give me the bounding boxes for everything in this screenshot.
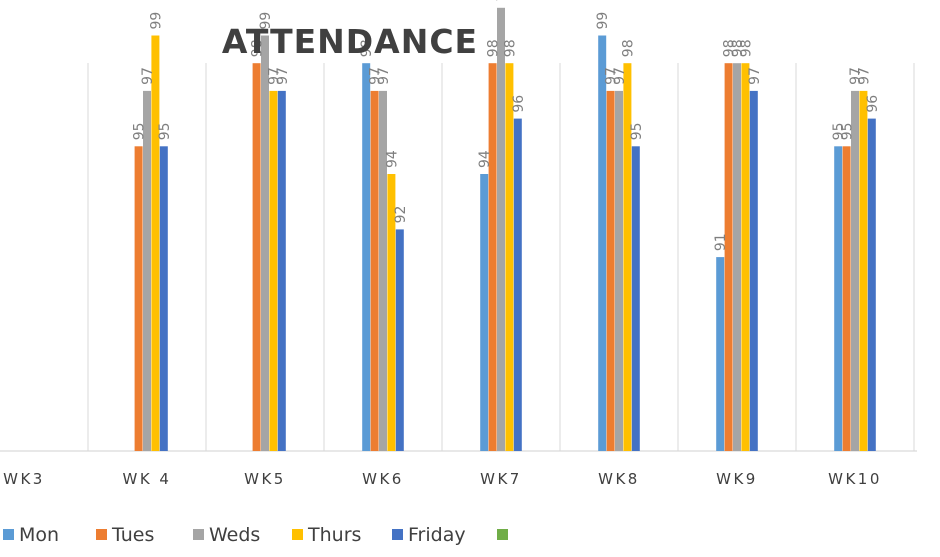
data-label-wk6-weds: 97 (376, 67, 392, 85)
bar-wk9-friday (749, 90, 758, 452)
category-label-wk10: WK10 (828, 470, 882, 488)
bar-wk10-weds (851, 90, 859, 452)
data-label-wk-4-weds: 97 (140, 67, 156, 85)
legend-swatch-tues (96, 529, 107, 540)
bar-wk8-tues (606, 90, 615, 452)
category-label-wk-4: WK 4 (123, 470, 172, 488)
data-label-wk7-thurs: 98 (502, 39, 518, 57)
bar-wk10-friday (867, 118, 876, 451)
data-label-wk9-friday: 97 (747, 67, 763, 85)
bar-wk7-friday (513, 118, 522, 451)
data-label-wk-4-thurs: 99 (148, 12, 164, 30)
category-label-wk8: WK8 (598, 470, 640, 488)
bar-wk5-friday (277, 90, 286, 452)
bar-wk10-mon (834, 146, 843, 452)
bar-wk7-tues (488, 63, 497, 451)
category-label-wk5: WK5 (244, 470, 286, 488)
data-label-wk9-thurs: 98 (738, 39, 754, 57)
legend-swatch-weds (193, 529, 204, 540)
data-label-wk7-tues: 98 (486, 39, 502, 57)
legend-label-tues: Tues (111, 524, 154, 546)
bar-wk-4-friday (159, 146, 168, 452)
data-label-wk8-weds: 97 (612, 67, 628, 85)
bar-wk7-mon (480, 174, 489, 451)
data-label-wk8-mon: 99 (595, 12, 611, 30)
data-label-wk8-tues: 97 (604, 67, 620, 85)
bar-wk6-tues (370, 90, 379, 452)
data-label-wk6-thurs: 94 (384, 150, 400, 168)
bar-wk8-mon (598, 35, 607, 451)
legend-swatch-mon (3, 529, 14, 540)
bar-wk10-tues (842, 146, 851, 452)
data-label-wk7-mon: 94 (477, 150, 493, 168)
data-label-wk9-weds: 98 (730, 39, 746, 57)
bar-wk7-weds (497, 7, 505, 452)
legend-label-thurs: Thurs (307, 524, 361, 546)
legend-label-mon: Mon (19, 524, 59, 546)
data-label-wk10-weds: 97 (848, 67, 864, 85)
data-label-wk9-tues: 98 (722, 39, 738, 57)
bar-wk8-weds (615, 90, 623, 452)
data-label-wk5-friday: 97 (275, 67, 291, 85)
data-label-wk10-tues: 95 (840, 122, 856, 140)
data-label-wk5-thurs: 97 (266, 67, 282, 85)
bar-wk5-weds (261, 35, 269, 451)
bar-wk7-thurs (505, 63, 514, 451)
bar-wk10-thurs (859, 90, 868, 452)
bar-wk6-thurs (387, 174, 396, 451)
bar-wk8-thurs (623, 63, 632, 451)
category-label-wk3: WK3 (3, 470, 45, 488)
legend-swatch-thurs (292, 529, 303, 540)
data-label-wk9-mon: 91 (713, 233, 729, 251)
data-label-wk-4-friday: 95 (157, 122, 173, 140)
legend-label-weds: Weds (209, 524, 260, 546)
legend: Mon Tues Weds Thurs Friday (3, 524, 508, 546)
category-label-wk9: WK9 (716, 470, 758, 488)
legend-swatch-friday (392, 529, 403, 540)
data-label-wk8-thurs: 98 (620, 39, 636, 57)
data-labels: 9597999598999797989797949294981009896999… (132, 0, 881, 251)
bar-wk9-mon (716, 257, 725, 451)
gridlines (87, 63, 915, 451)
legend-swatch-unnamed (497, 529, 508, 540)
bar-wk6-weds (379, 90, 387, 452)
data-label-wk5-weds: 99 (258, 12, 274, 30)
data-label-wk-4-tues: 95 (132, 122, 148, 140)
data-label-wk6-tues: 97 (368, 67, 384, 85)
category-labels: WK3 WK 4 WK5 WK6 WK7 WK8 WK9 WK10 (3, 470, 882, 488)
legend-label-friday: Friday (408, 524, 466, 546)
category-label-wk6: WK6 (362, 470, 404, 488)
bar-wk9-weds (733, 63, 741, 451)
data-label-wk10-friday: 96 (865, 95, 881, 113)
bar-wk5-tues (252, 63, 261, 451)
bar-wk-4-weds (143, 90, 151, 452)
bar-wk8-friday (631, 146, 640, 452)
bar-wk9-tues (724, 63, 733, 451)
data-label-wk10-thurs: 97 (856, 67, 872, 85)
bar-wk-4-tues (134, 146, 143, 452)
data-label-wk6-friday: 92 (393, 206, 409, 224)
data-label-wk6-mon: 98 (359, 39, 375, 57)
chart-title: ATTENDANCE (222, 22, 478, 61)
data-label-wk7-weds: 100 (494, 0, 510, 2)
bar-wk6-friday (395, 229, 404, 451)
data-label-wk8-friday: 95 (629, 122, 645, 140)
data-label-wk5-tues: 98 (250, 39, 266, 57)
bar-wk-4-thurs (151, 35, 160, 451)
data-label-wk7-friday: 96 (511, 95, 527, 113)
bars (134, 7, 876, 452)
bar-wk5-thurs (269, 90, 278, 452)
category-label-wk7: WK7 (480, 470, 522, 488)
bar-wk6-mon (362, 63, 371, 451)
data-label-wk10-mon: 95 (831, 122, 847, 140)
bar-wk9-thurs (741, 63, 750, 451)
